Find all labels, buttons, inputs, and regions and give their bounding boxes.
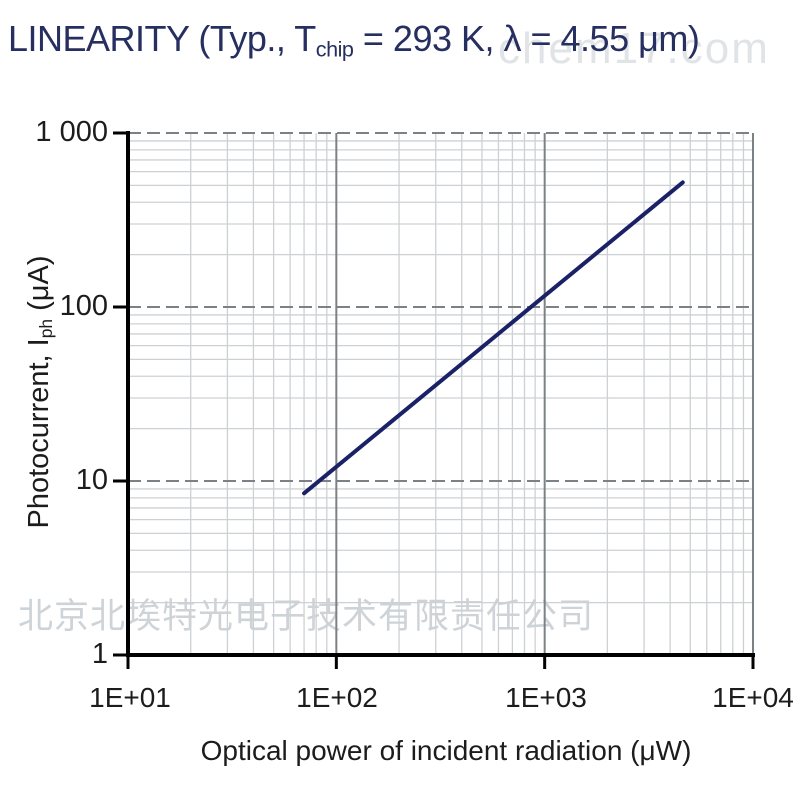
y-tick-label-1000: 1 000 <box>35 116 108 148</box>
x-tick-label-1e01: 1E+01 <box>89 682 171 713</box>
chart-title-suffix: = 293 K, λ = 4.55 μm) <box>353 18 700 59</box>
y-tick-label-1: 1 <box>91 638 108 670</box>
company-watermark: 北京北埃特光电子技术有限责任公司 <box>18 597 595 636</box>
data-line-photocurrent-vs-optical-power <box>302 180 685 496</box>
y-axis-label-prefix: Photocurrent, I <box>22 338 55 529</box>
chart-title-subscript: chip <box>315 36 354 62</box>
site-watermark: chem17.com <box>498 24 770 73</box>
y-tick-label-10: 10 <box>75 464 108 496</box>
chart-title: LINEARITY (Typ., Tchip = 293 K, λ = 4.55… <box>8 18 700 62</box>
x-tick-label-1e04: 1E+04 <box>712 682 794 713</box>
chart-title-prefix: LINEARITY (Typ., T <box>8 18 316 59</box>
x-tick-label-1e02: 1E+02 <box>296 682 378 713</box>
y-tick-label-100: 100 <box>59 290 108 322</box>
x-axis-label: Optical power of incident radiation (μW) <box>200 735 692 766</box>
x-tick-label-1e03: 1E+03 <box>505 682 587 713</box>
